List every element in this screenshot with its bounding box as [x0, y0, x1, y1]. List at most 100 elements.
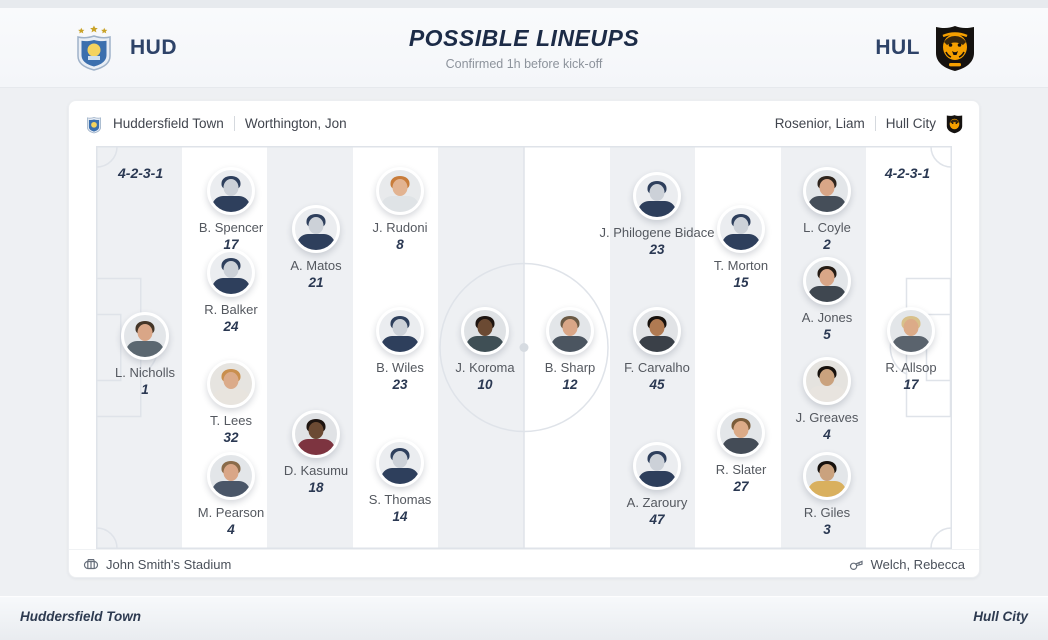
avatar-shirt	[808, 196, 846, 212]
player-number: 23	[392, 377, 408, 392]
avatar-head	[819, 369, 835, 386]
manager-bar: Huddersfield Town Worthington, Jon Rosen…	[69, 101, 979, 146]
player-marker[interactable]: F. Carvalho 45	[597, 307, 717, 392]
player-marker[interactable]: J. Koroma 10	[425, 307, 545, 392]
player-marker[interactable]: B. Sharp 12	[510, 307, 630, 392]
player-avatar	[292, 205, 340, 253]
player-number: 24	[223, 319, 239, 334]
player-number: 23	[649, 242, 665, 257]
player-name: T. Lees	[210, 413, 252, 428]
home-formation-label: 4-2-3-1	[118, 165, 164, 181]
away-team-header: HUL	[875, 24, 976, 72]
player-name: A. Jones	[801, 310, 853, 325]
player-avatar	[207, 452, 255, 500]
avatar-head	[649, 184, 665, 201]
avatar-head	[733, 217, 749, 234]
player-marker[interactable]: L. Coyle 2	[767, 167, 887, 252]
player-avatar	[803, 257, 851, 305]
stadium-name: John Smith's Stadium	[106, 556, 232, 572]
player-marker[interactable]: R. Allsop 17	[851, 307, 952, 392]
player-marker[interactable]: T. Morton 15	[681, 205, 801, 290]
player-marker[interactable]: D. Kasumu 18	[256, 410, 376, 495]
avatar-head	[562, 319, 578, 336]
player-avatar	[887, 307, 935, 355]
avatar-shirt	[212, 481, 250, 497]
match-header: HUD POSSIBLE LINEUPS Confirmed 1h before…	[0, 8, 1048, 88]
player-marker[interactable]: T. Lees 32	[171, 360, 291, 445]
player-marker[interactable]: A. Zaroury 47	[597, 442, 717, 527]
away-manager-name: Rosenior, Liam	[774, 116, 865, 131]
player-marker[interactable]: A. Jones 5	[767, 257, 887, 342]
player-name: T. Morton	[713, 258, 769, 273]
player-avatar	[121, 312, 169, 360]
avatar-head	[819, 464, 835, 481]
player-number: 2	[823, 237, 831, 252]
venue-bar: John Smith's Stadium Welch, Rebecca	[69, 549, 979, 578]
top-strip	[0, 0, 1048, 8]
player-name: R. Slater	[715, 462, 767, 477]
player-number: 17	[223, 237, 239, 252]
player-name: R. Allsop	[885, 360, 937, 375]
player-number: 1	[141, 382, 149, 397]
player-marker[interactable]: R. Slater 27	[681, 409, 801, 494]
away-team-abbr: HUL	[875, 35, 920, 59]
player-number: 17	[903, 377, 919, 392]
player-name: R. Balker	[204, 302, 258, 317]
player-marker[interactable]: S. Thomas 14	[340, 439, 460, 524]
player-name: J. Philogene Bidace	[599, 225, 715, 240]
avatar-shirt	[126, 341, 164, 357]
player-name: M. Pearson	[197, 505, 265, 520]
player-number: 18	[308, 480, 324, 495]
avatar-head	[392, 451, 408, 468]
avatar-shirt	[381, 336, 419, 352]
player-avatar	[803, 452, 851, 500]
player-marker[interactable]: B. Spencer 17	[171, 167, 291, 252]
avatar-shirt	[722, 438, 760, 454]
lineup-card: Huddersfield Town Worthington, Jon Rosen…	[68, 100, 980, 578]
referee-block: Welch, Rebecca	[848, 556, 965, 572]
player-marker[interactable]: B. Wiles 23	[340, 307, 460, 392]
player-marker[interactable]: R. Balker 24	[171, 249, 291, 334]
avatar-shirt	[808, 286, 846, 302]
avatar-shirt	[297, 234, 335, 250]
player-name: J. Koroma	[455, 360, 515, 375]
player-name: A. Zaroury	[626, 495, 688, 510]
avatar-head	[137, 324, 153, 341]
avatar-head	[223, 261, 239, 278]
avatar-head	[649, 454, 665, 471]
player-marker[interactable]: J. Philogene Bidace 23	[597, 172, 717, 257]
player-number: 4	[823, 427, 831, 442]
avatar-head	[223, 372, 239, 389]
avatar-shirt	[212, 278, 250, 294]
home-team-header: HUD	[72, 24, 177, 72]
page-footer: Huddersfield Town Hull City	[0, 596, 1048, 640]
player-marker[interactable]: L. Nicholls 1	[96, 312, 205, 397]
player-name: S. Thomas	[368, 492, 432, 507]
player-number: 47	[649, 512, 665, 527]
player-marker[interactable]: R. Giles 3	[767, 452, 887, 537]
player-number: 32	[223, 430, 239, 445]
player-marker[interactable]: A. Matos 21	[256, 205, 376, 290]
player-avatar	[717, 409, 765, 457]
player-number: 14	[392, 509, 408, 524]
player-marker[interactable]: M. Pearson 4	[171, 452, 291, 537]
player-avatar	[803, 357, 851, 405]
player-name: L. Coyle	[803, 220, 851, 235]
avatar-head	[649, 319, 665, 336]
page-subtitle: Confirmed 1h before kick-off	[445, 57, 603, 71]
avatar-head	[819, 269, 835, 286]
player-marker[interactable]: J. Greaves 4	[767, 357, 887, 442]
pitch: 4-2-3-1 4-2-3-1 L. Nicholls 1 B. Spencer…	[96, 146, 952, 549]
player-number: 45	[649, 377, 665, 392]
player-number: 10	[477, 377, 493, 392]
player-avatar	[633, 307, 681, 355]
player-number: 12	[562, 377, 578, 392]
avatar-head	[223, 464, 239, 481]
player-name: J. Greaves	[795, 410, 859, 425]
page-title: POSSIBLE LINEUPS	[408, 25, 640, 51]
home-manager-block: Huddersfield Town Worthington, Jon	[85, 114, 347, 134]
home-team-name: Huddersfield Town	[113, 116, 224, 131]
avatar-shirt	[638, 471, 676, 487]
player-marker[interactable]: J. Rudoni 8	[340, 167, 460, 252]
home-team-abbr: HUD	[130, 35, 177, 59]
